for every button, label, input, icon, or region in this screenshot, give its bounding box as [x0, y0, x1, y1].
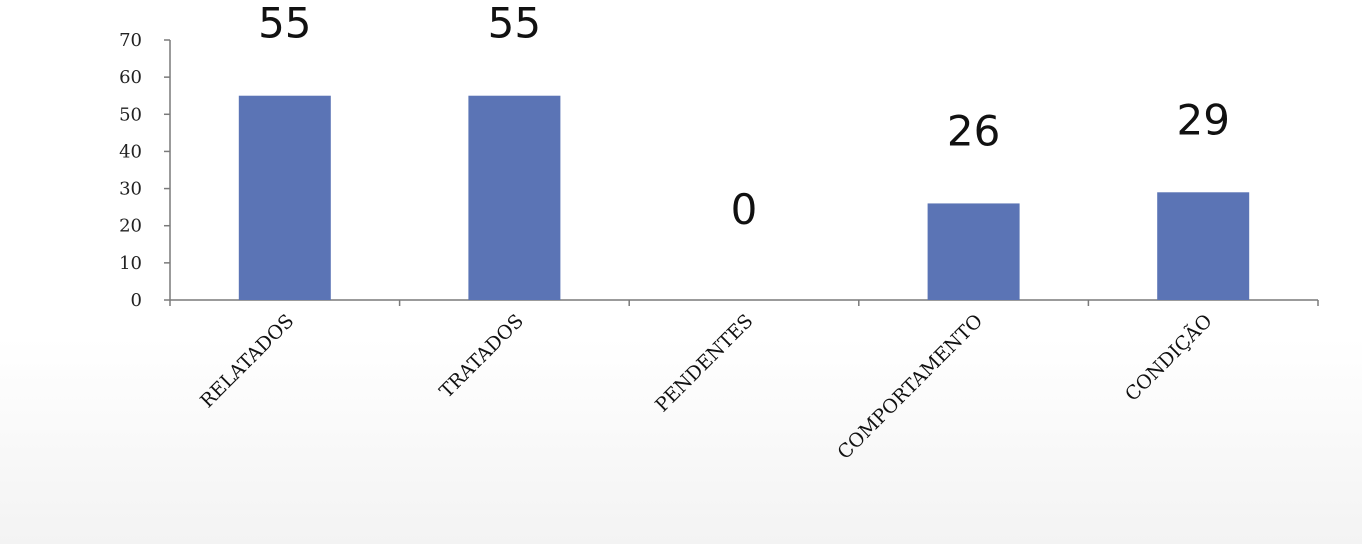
data-label: 26	[947, 106, 1000, 155]
bar-tratados	[468, 95, 561, 300]
bar-condicao	[1157, 192, 1250, 300]
category-label: TRATADOS	[435, 310, 528, 403]
y-tick-label: 50	[119, 104, 142, 125]
y-tick-label: 30	[119, 179, 142, 200]
bar-comportamento	[927, 203, 1020, 300]
y-tick-label: 70	[119, 30, 142, 51]
y-tick-label: 10	[119, 253, 142, 274]
category-label: COMPORTAMENTO	[833, 310, 987, 464]
category-label: RELATADOS	[196, 310, 298, 412]
data-label: 29	[1176, 95, 1229, 144]
y-tick-label: 60	[119, 67, 142, 88]
y-tick-label: 0	[131, 290, 142, 311]
y-tick-label: 20	[119, 216, 142, 237]
data-label: 0	[731, 185, 758, 234]
data-label: 55	[258, 0, 311, 48]
category-label: PENDENTES	[651, 310, 757, 416]
category-label: CONDIÇÃO	[1121, 310, 1217, 406]
bar-relatados	[238, 95, 331, 300]
data-label: 55	[488, 0, 541, 48]
y-tick-label: 40	[119, 141, 142, 162]
